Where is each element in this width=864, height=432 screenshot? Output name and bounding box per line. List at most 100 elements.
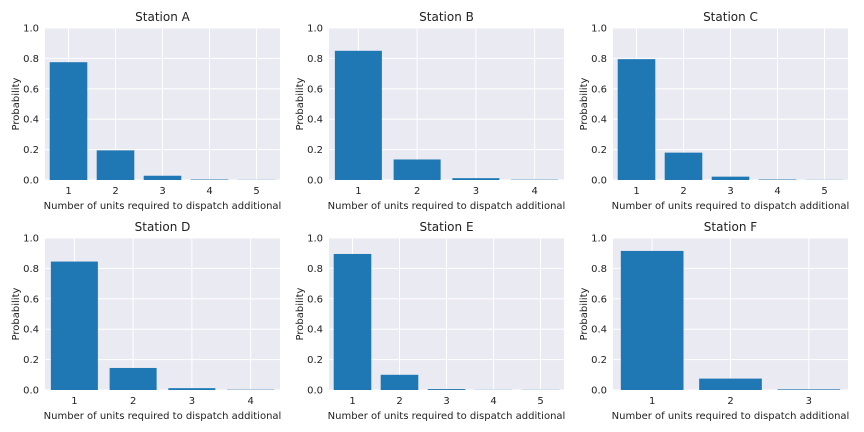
x-tick-label: 3 [727,186,733,197]
bar-2 [96,150,135,180]
y-axis-label: Probability [11,77,22,130]
y-tick-label: 0.0 [23,386,39,397]
y-tick-label: 0.0 [591,176,607,187]
x-tick-label: 4 [774,186,780,197]
y-tick-label: 0.6 [307,84,323,95]
subplot-title: Station E [419,220,473,234]
y-tick-label: 0.4 [23,325,39,336]
y-tick-label: 1.0 [307,24,323,35]
bar-1 [334,50,382,180]
y-tick-label: 0.2 [307,355,323,366]
subplot-title: Station F [704,220,757,234]
subplot-3: 0.0 0.2 0.4 0.6 0.8 1.0 1 2 3 4 5 Station C Number o… [579,10,849,212]
y-tick-label: 0.2 [591,355,607,366]
x-tick-label: 2 [680,186,686,197]
y-tick-label: 0.6 [591,84,607,95]
y-tick-label: 0.4 [591,115,607,126]
y-tick-label: 0.0 [307,386,323,397]
x-tick-label: 2 [727,396,733,407]
x-tick-label: 5 [253,186,259,197]
bar-2 [664,152,703,180]
subplot-title: Station C [703,10,758,24]
x-tick-label: 5 [821,186,827,197]
x-axis-label: Number of units required to dispatch add… [612,411,850,422]
bar-3 [168,388,216,390]
x-axis-label: Number of units required to dispatch add… [44,411,282,422]
y-tick-label: 0.2 [591,145,607,156]
y-axis-label: Probability [11,287,22,340]
y-tick-label: 0.2 [23,145,39,156]
x-tick-label: 3 [473,186,479,197]
bar-3 [427,389,466,390]
y-tick-label: 0.0 [591,386,607,397]
y-tick-label: 1.0 [23,234,39,245]
y-axis-label: Probability [579,77,590,130]
x-tick-label: 4 [247,396,253,407]
bar-3 [143,175,182,180]
y-tick-label: 0.0 [23,176,39,187]
x-tick-label: 2 [112,186,118,197]
y-tick-label: 0.4 [23,115,39,126]
y-tick-label: 0.6 [307,294,323,305]
x-tick-label: 1 [65,186,71,197]
x-tick-label: 2 [414,186,420,197]
bar-3 [452,178,500,180]
y-tick-label: 0.4 [591,325,607,336]
y-tick-label: 0.8 [307,264,323,275]
bar-2 [380,374,419,390]
bar-1 [617,59,656,180]
y-tick-label: 0.6 [591,294,607,305]
x-axis-label: Number of units required to dispatch add… [328,411,566,422]
y-tick-label: 1.0 [591,24,607,35]
bar-1 [620,250,684,390]
y-tick-label: 0.8 [307,54,323,65]
y-axis-label: Probability [295,77,306,130]
y-axis-label: Probability [295,287,306,340]
y-tick-label: 0.2 [23,355,39,366]
y-tick-label: 0.8 [591,54,607,65]
bar-1 [333,253,372,390]
x-tick-label: 1 [649,396,655,407]
x-tick-label: 4 [206,186,212,197]
x-tick-label: 3 [159,186,165,197]
x-tick-label: 1 [349,396,355,407]
x-tick-label: 4 [490,396,496,407]
x-tick-label: 3 [443,396,449,407]
bar-2 [393,159,441,180]
bar-2 [109,367,157,390]
x-tick-label: 2 [130,396,136,407]
y-tick-label: 0.4 [307,325,323,336]
bar-1 [50,261,98,390]
x-tick-label: 1 [71,396,77,407]
bar-2 [699,378,762,390]
y-tick-label: 0.6 [23,294,39,305]
bar-1 [49,62,88,181]
y-tick-label: 0.8 [23,264,39,275]
subplot-6: 0.0 0.2 0.4 0.6 0.8 1.0 1 2 3 Station F Number of … [579,220,849,422]
subplot-4: 0.0 0.2 0.4 0.6 0.8 1.0 1 2 3 4 Station D Number of… [11,220,281,422]
y-tick-label: 0.2 [307,145,323,156]
subplot-2: 0.0 0.2 0.4 0.6 0.8 1.0 1 2 3 4 Station B Number of… [295,10,565,212]
subplot-title: Station D [135,220,191,234]
y-tick-label: 1.0 [307,234,323,245]
y-tick-label: 1.0 [591,234,607,245]
y-tick-label: 1.0 [23,24,39,35]
y-tick-label: 0.0 [307,176,323,187]
x-tick-label: 4 [531,186,537,197]
y-tick-label: 0.8 [23,54,39,65]
x-tick-label: 1 [633,186,639,197]
subplot-title: Station A [135,10,190,24]
x-tick-label: 1 [355,186,361,197]
x-axis-label: Number of units required to dispatch add… [328,201,566,212]
y-axis-label: Probability [579,287,590,340]
bar-3 [777,389,841,390]
bar-3 [711,176,750,180]
y-tick-label: 0.6 [23,84,39,95]
y-tick-label: 0.8 [591,264,607,275]
x-tick-label: 5 [537,396,543,407]
x-tick-label: 3 [806,396,812,407]
y-tick-label: 0.4 [307,115,323,126]
x-tick-label: 2 [396,396,402,407]
x-axis-label: Number of units required to dispatch add… [612,201,850,212]
